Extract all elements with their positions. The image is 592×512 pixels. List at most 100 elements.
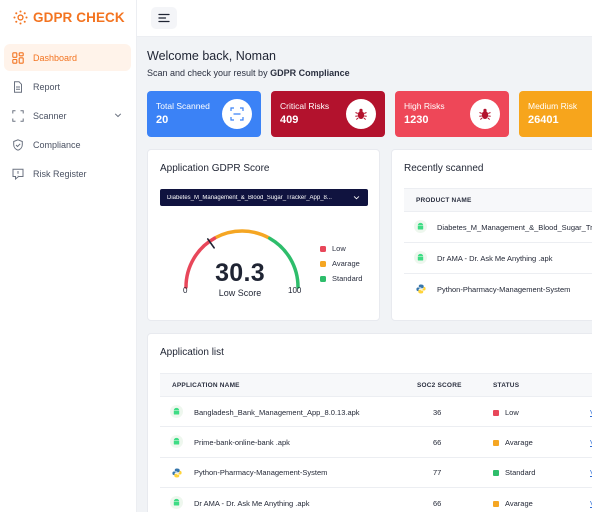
stat-label: High Risks: [404, 101, 445, 111]
view-link[interactable]: V: [590, 499, 592, 508]
page-subtitle: Scan and check your result by GDPR Compl…: [147, 68, 350, 78]
android-icon: [170, 496, 183, 509]
status-badge: Avarage: [493, 438, 533, 447]
brand-logo[interactable]: GDPR CHECK: [13, 10, 125, 25]
scan-icon: [222, 99, 252, 129]
subtitle-text: Scan and check your result by: [147, 68, 271, 78]
status-badge: Avarage: [493, 499, 533, 508]
sidebar: GDPR CHECK Dashboard Report: [0, 0, 137, 512]
status-badge: Low: [493, 408, 519, 417]
stat-card-critical-risks[interactable]: Critical Risks 409: [271, 91, 385, 137]
sidebar-item-scanner[interactable]: Scanner: [4, 102, 131, 129]
status-label: Avarage: [505, 499, 533, 508]
subtitle-bold: GDPR Compliance: [270, 68, 350, 78]
recent-row[interactable]: Python-Pharmacy-Management-System: [404, 274, 592, 305]
shield-check-icon: [12, 138, 24, 151]
app-score: 36: [433, 408, 442, 417]
legend-swatch: [320, 245, 326, 252]
sidebar-item-label: Report: [33, 81, 61, 92]
file-icon: [12, 80, 24, 93]
sidebar-nav: Dashboard Report Scanner: [4, 44, 131, 189]
hamburger-icon: [158, 13, 170, 23]
column-header-status: STATUS: [493, 382, 520, 389]
android-icon: [170, 405, 183, 418]
bug-icon: [470, 99, 500, 129]
app-score: 66: [433, 499, 442, 508]
legend-swatch: [320, 260, 326, 267]
product-name: Python-Pharmacy-Management-System: [437, 285, 571, 294]
android-icon: [414, 251, 427, 264]
legend-label: Low: [332, 244, 346, 253]
sidebar-item-compliance[interactable]: Compliance: [4, 131, 131, 158]
gauge-arc-standard: [268, 236, 300, 289]
product-name: Diabetes_M_Management_&_Blood_Sugar_Tr: [437, 223, 592, 232]
python-icon: [170, 466, 183, 479]
view-link[interactable]: V: [590, 438, 592, 447]
app-table-row[interactable]: Prime-bank-online-bank .apk 66 Avarage V: [160, 427, 592, 458]
sidebar-item-label: Compliance: [33, 139, 81, 150]
app-table-row[interactable]: Python-Pharmacy-Management-System 77 Sta…: [160, 458, 592, 488]
stat-value: 409: [280, 114, 299, 126]
score-value: 30.3: [215, 259, 265, 287]
status-swatch: [493, 409, 499, 416]
legend-low: Low: [320, 244, 346, 253]
legend-swatch: [320, 275, 326, 282]
sidebar-item-dashboard[interactable]: Dashboard: [4, 44, 131, 71]
legend-label: Standard: [332, 274, 363, 283]
stat-card-medium-risk[interactable]: Medium Risk 26401: [519, 91, 592, 137]
app-table-row[interactable]: Bangladesh_Bank_Management_App_8.0.13.ap…: [160, 397, 592, 427]
stat-value: 26401: [528, 114, 559, 126]
score-card-title: Application GDPR Score: [160, 163, 270, 174]
app-name: Python-Pharmacy-Management-System: [194, 468, 328, 477]
menu-toggle-button[interactable]: [151, 7, 177, 29]
status-swatch: [493, 439, 499, 446]
sidebar-item-label: Risk Register: [33, 168, 87, 179]
app-name: Prime-bank-online-bank .apk: [194, 438, 290, 447]
scan-icon: [12, 109, 24, 122]
gauge-arc-average: [214, 229, 270, 240]
column-header-score: SOC2 SCORE: [417, 382, 462, 389]
score-label: Low Score: [218, 288, 262, 298]
app-name: Dr AMA - Dr. Ask Me Anything .apk: [194, 499, 310, 508]
status-label: Standard: [505, 468, 536, 477]
app-score: 66: [433, 438, 442, 447]
recent-table-header: PRODUCT NAME: [404, 188, 592, 212]
stat-value: 20: [156, 114, 169, 126]
product-name: Dr AMA - Dr. Ask Me Anything .apk: [437, 254, 553, 263]
status-swatch: [493, 500, 499, 507]
stat-card-high-risks[interactable]: High Risks 1230: [395, 91, 509, 137]
gauge-needle: [206, 238, 215, 249]
sidebar-item-label: Scanner: [33, 110, 67, 121]
python-icon: [414, 282, 427, 295]
status-label: Low: [505, 408, 519, 417]
legend-label: Avarage: [332, 259, 360, 268]
dashboard-icon: [12, 51, 24, 64]
application-list-card: [147, 333, 592, 512]
view-link[interactable]: V: [590, 468, 592, 477]
recent-row[interactable]: Diabetes_M_Management_&_Blood_Sugar_Tr: [404, 212, 592, 243]
application-select[interactable]: Diabetes_M_Management_&_Blood_Sugar_Trac…: [160, 189, 368, 206]
recent-row[interactable]: Dr AMA - Dr. Ask Me Anything .apk: [404, 243, 592, 274]
app-table-header: APPLICATION NAME SOC2 SCORE STATUS: [160, 373, 592, 397]
gear-logo-icon: [13, 10, 28, 25]
stat-card-total-scanned[interactable]: Total Scanned 20: [147, 91, 261, 137]
sidebar-item-risk-register[interactable]: Risk Register: [4, 160, 131, 187]
stat-label: Total Scanned: [156, 101, 210, 111]
chevron-down-icon: [114, 113, 122, 118]
view-link[interactable]: V: [590, 408, 592, 417]
column-header-application: APPLICATION NAME: [172, 382, 240, 389]
sidebar-item-report[interactable]: Report: [4, 73, 131, 100]
chevron-down-icon: [353, 196, 360, 200]
app-score: 77: [433, 468, 442, 477]
score-gauge: [184, 229, 300, 289]
brand-name: GDPR CHECK: [33, 10, 125, 25]
app-table-row[interactable]: Dr AMA - Dr. Ask Me Anything .apk 66 Ava…: [160, 488, 592, 512]
page-title: Welcome back, Noman: [147, 49, 276, 63]
stat-label: Medium Risk: [528, 101, 578, 111]
sidebar-item-label: Dashboard: [33, 52, 78, 63]
legend-standard: Standard: [320, 274, 362, 283]
alert-icon: [12, 168, 24, 180]
app-list-title: Application list: [160, 347, 224, 358]
stat-label: Critical Risks: [280, 101, 330, 111]
legend-average: Avarage: [320, 259, 360, 268]
